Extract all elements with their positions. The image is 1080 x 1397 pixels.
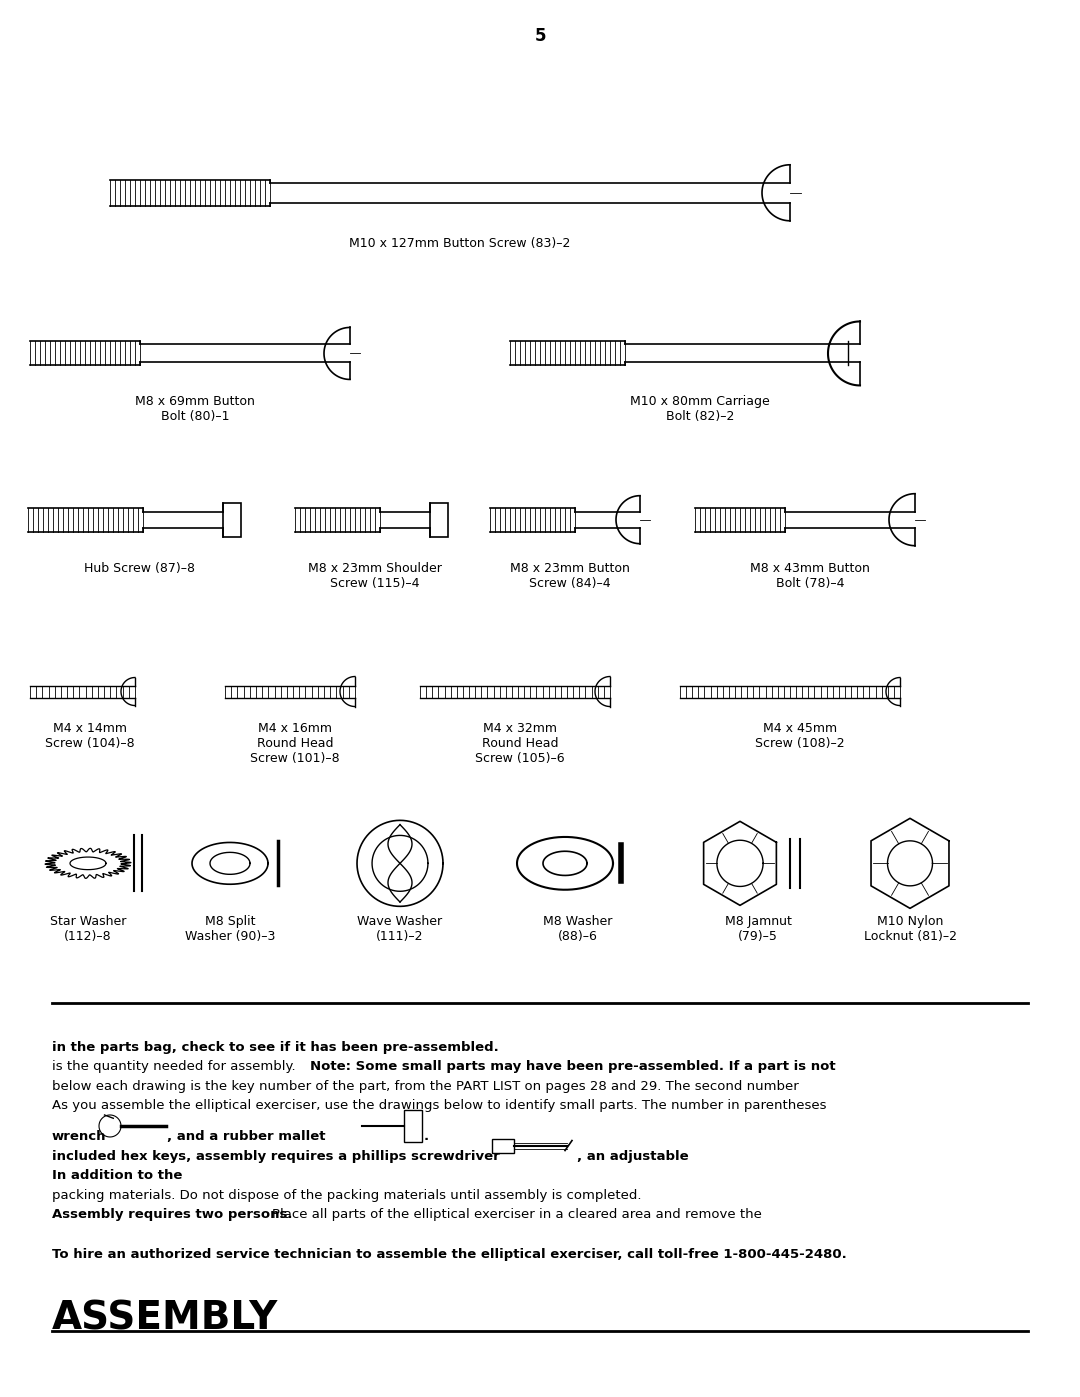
- Text: 5: 5: [535, 28, 545, 45]
- Text: .: .: [424, 1130, 429, 1143]
- Text: included hex keys, assembly requires a phillips screwdriver: included hex keys, assembly requires a p…: [52, 1150, 500, 1162]
- Text: M8 x 69mm Button
Bolt (80)–1: M8 x 69mm Button Bolt (80)–1: [135, 395, 255, 423]
- Text: packing materials. Do not dispose of the packing materials until assembly is com: packing materials. Do not dispose of the…: [52, 1189, 642, 1201]
- Text: M8 x 23mm Button
Screw (84)–4: M8 x 23mm Button Screw (84)–4: [510, 562, 630, 590]
- Text: M4 x 16mm
Round Head
Screw (101)–8: M4 x 16mm Round Head Screw (101)–8: [251, 721, 340, 764]
- Text: M4 x 14mm
Screw (104)–8: M4 x 14mm Screw (104)–8: [45, 721, 135, 750]
- Text: , an adjustable: , an adjustable: [577, 1150, 689, 1162]
- Text: M10 x 127mm Button Screw (83)–2: M10 x 127mm Button Screw (83)–2: [349, 236, 570, 250]
- Text: To hire an authorized service technician to assemble the elliptical exerciser, c: To hire an authorized service technician…: [52, 1248, 847, 1260]
- Text: M8 x 23mm Shoulder
Screw (115)–4: M8 x 23mm Shoulder Screw (115)–4: [308, 562, 442, 590]
- Text: , and a rubber mallet: , and a rubber mallet: [167, 1130, 325, 1143]
- Text: in the parts bag, check to see if it has been pre-assembled.: in the parts bag, check to see if it has…: [52, 1041, 499, 1053]
- Text: M4 x 32mm
Round Head
Screw (105)–6: M4 x 32mm Round Head Screw (105)–6: [475, 721, 565, 764]
- Text: M10 Nylon
Locknut (81)–2: M10 Nylon Locknut (81)–2: [864, 915, 957, 943]
- Text: Wave Washer
(111)–2: Wave Washer (111)–2: [357, 915, 443, 943]
- Text: In addition to the: In addition to the: [52, 1169, 183, 1182]
- Text: M8 Washer
(88)–6: M8 Washer (88)–6: [543, 915, 612, 943]
- Text: is the quantity needed for assembly.: is the quantity needed for assembly.: [52, 1060, 296, 1073]
- Text: M8 Jamnut
(79)–5: M8 Jamnut (79)–5: [725, 915, 792, 943]
- Text: M10 x 80mm Carriage
Bolt (82)–2: M10 x 80mm Carriage Bolt (82)–2: [630, 395, 770, 423]
- Bar: [430, 503, 448, 536]
- Text: M8 Split
Washer (90)–3: M8 Split Washer (90)–3: [185, 915, 275, 943]
- Text: ASSEMBLY: ASSEMBLY: [52, 1299, 279, 1337]
- Text: Place all parts of the elliptical exerciser in a cleared area and remove the: Place all parts of the elliptical exerci…: [272, 1208, 761, 1221]
- Text: below each drawing is the key number of the part, from the PART LIST on pages 28: below each drawing is the key number of …: [52, 1080, 799, 1092]
- Text: wrench: wrench: [52, 1130, 107, 1143]
- Text: As you assemble the elliptical exerciser, use the drawings below to identify sma: As you assemble the elliptical exerciser…: [52, 1099, 826, 1112]
- Text: M4 x 45mm
Screw (108)–2: M4 x 45mm Screw (108)–2: [755, 721, 845, 750]
- Text: Note: Some small parts may have been pre-assembled. If a part is not: Note: Some small parts may have been pre…: [310, 1060, 836, 1073]
- Bar: [222, 503, 241, 536]
- Text: Assembly requires two persons.: Assembly requires two persons.: [52, 1208, 293, 1221]
- Bar: [492, 1139, 514, 1153]
- Bar: [404, 1111, 422, 1141]
- Text: Star Washer
(112)–8: Star Washer (112)–8: [50, 915, 126, 943]
- Text: Hub Screw (87)–8: Hub Screw (87)–8: [84, 562, 195, 574]
- Text: M8 x 43mm Button
Bolt (78)–4: M8 x 43mm Button Bolt (78)–4: [751, 562, 869, 590]
